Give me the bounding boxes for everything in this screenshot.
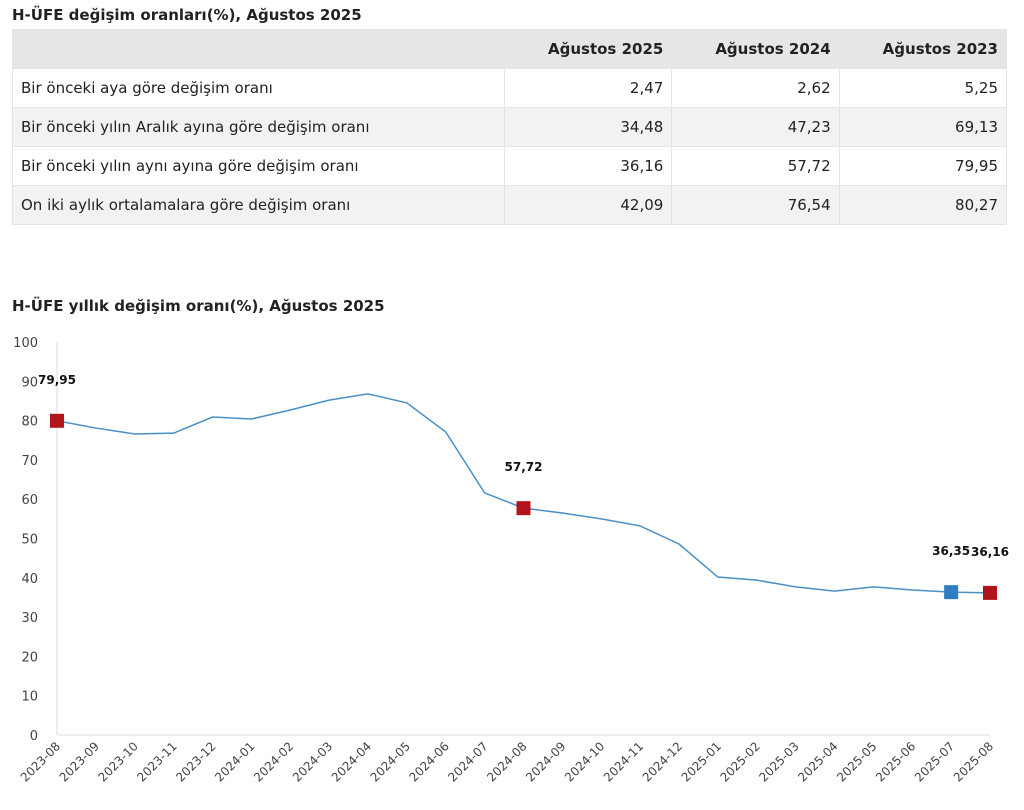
cell: 76,54: [671, 185, 840, 225]
x-tick-label: 2024-12: [640, 739, 685, 784]
data-point: [833, 589, 837, 593]
x-tick-label: 2024-10: [562, 739, 607, 784]
data-point: [172, 431, 176, 435]
cell: 2,62: [671, 68, 840, 108]
cell: 2,47: [503, 68, 673, 108]
x-tick-label: 2024-02: [251, 739, 296, 784]
x-tick-label: 2025-02: [718, 739, 763, 784]
data-point: [366, 392, 370, 396]
row-label: Bir önceki aya göre değişim oranı: [12, 68, 505, 108]
cell: 34,48: [503, 107, 673, 147]
data-point: [910, 588, 914, 592]
x-tick-label: 2025-06: [873, 739, 918, 784]
y-tick-label: 0: [30, 729, 38, 744]
cell: 79,95: [838, 146, 1008, 186]
x-tick-label: 2025-05: [834, 739, 879, 784]
x-tick-label: 2023-11: [134, 739, 179, 784]
x-tick-label: 2023-08: [18, 739, 63, 784]
data-label: 57,72: [505, 460, 543, 474]
header-cell: Ağustos 2023: [838, 29, 1008, 69]
y-tick-label: 10: [21, 690, 38, 705]
x-tick-label: 2024-03: [290, 739, 335, 784]
y-tick-label: 80: [21, 415, 38, 430]
highlight-marker: [50, 413, 64, 428]
cell: 5,25: [838, 68, 1008, 108]
y-tick-label: 20: [21, 650, 38, 665]
y-tick-label: 60: [21, 493, 38, 508]
x-tick-label: 2025-08: [951, 739, 996, 784]
y-tick-label: 40: [21, 572, 38, 587]
x-tick-label: 2025-01: [679, 739, 724, 784]
x-tick-label: 2025-04: [795, 739, 840, 784]
x-tick-label: 2025-07: [912, 739, 957, 784]
x-tick-label: 2024-06: [407, 739, 452, 784]
highlight-marker: [516, 501, 531, 516]
highlight-marker: [944, 585, 959, 600]
x-tick-label: 2024-01: [212, 739, 257, 784]
data-point: [405, 401, 409, 405]
data-point: [249, 417, 253, 421]
data-point: [211, 415, 215, 419]
data-point: [327, 398, 331, 402]
table-row: Bir önceki yılın aynı ayına göre değişim…: [12, 146, 1008, 186]
table-row: Bir önceki aya göre değişim oranı 2,47 2…: [12, 68, 1008, 108]
data-point: [94, 426, 98, 430]
chart-title: H-ÜFE yıllık değişim oranı(%), Ağustos 2…: [12, 297, 385, 315]
cell: 69,13: [838, 107, 1008, 147]
y-tick-label: 50: [21, 533, 38, 548]
series-line: [56, 393, 991, 594]
data-point: [871, 585, 875, 589]
data-point: [677, 542, 681, 546]
row-label: Bir önceki yılın Aralık ayına göre değiş…: [12, 107, 505, 147]
data-label: 36,16: [971, 545, 1009, 559]
table-row: Bir önceki yılın Aralık ayına göre değiş…: [12, 107, 1008, 147]
x-tick-label: 2024-08: [484, 739, 529, 784]
table-header-row: Ağustos 2025 Ağustos 2024 Ağustos 2023: [12, 29, 1008, 69]
highlight-marker: [983, 585, 997, 600]
x-tick-label: 2024-11: [601, 739, 646, 784]
data-point: [560, 511, 564, 515]
x-tick-label: 2023-10: [96, 739, 141, 784]
data-label: 36,35: [932, 544, 970, 558]
y-tick-label: 90: [21, 375, 38, 390]
x-tick-label: 2023-12: [173, 739, 218, 784]
x-tick-label: 2024-07: [445, 739, 490, 784]
table-row: On iki aylık ortalamalara göre değişim o…: [12, 185, 1008, 225]
y-tick-label: 70: [21, 454, 38, 469]
x-tick-label: 2024-05: [368, 739, 413, 784]
row-label: On iki aylık ortalamalara göre değişim o…: [12, 185, 505, 225]
data-point: [755, 578, 759, 582]
header-cell: [12, 29, 505, 69]
data-point: [444, 430, 448, 434]
y-tick-label: 100: [13, 336, 38, 351]
x-tick-label: 2024-04: [329, 739, 374, 784]
cell: 47,23: [671, 107, 840, 147]
x-tick-label: 2025-03: [756, 739, 801, 784]
data-point: [133, 432, 137, 436]
data-point: [599, 517, 603, 521]
x-tick-label: 2023-09: [57, 739, 102, 784]
cell: 80,27: [838, 185, 1008, 225]
y-tick-label: 30: [21, 611, 38, 626]
data-point: [716, 575, 720, 579]
change-rates-table: Ağustos 2025 Ağustos 2024 Ağustos 2023 B…: [12, 29, 1008, 225]
data-point: [483, 491, 487, 495]
data-label: 79,95: [38, 373, 76, 387]
data-point: [794, 585, 798, 589]
row-label: Bir önceki yılın aynı ayına göre değişim…: [12, 146, 505, 186]
x-tick-label: 2024-09: [523, 739, 568, 784]
data-point: [638, 524, 642, 528]
data-point: [288, 408, 292, 412]
table-title: H-ÜFE değişim oranları(%), Ağustos 2025: [12, 6, 362, 24]
